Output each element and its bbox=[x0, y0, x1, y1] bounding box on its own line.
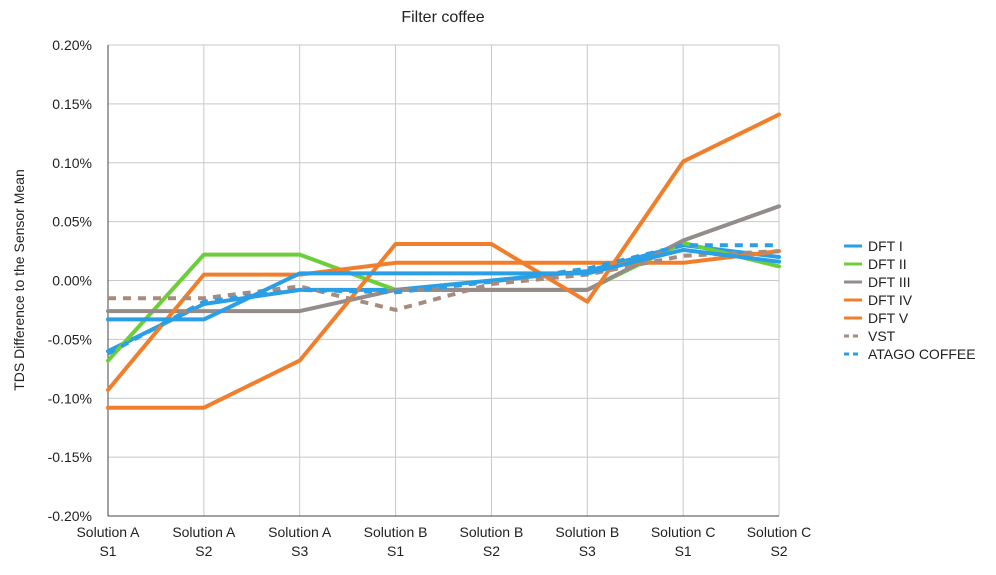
x-tick-labels: Solution A S1 Solution A S2 Solution A S3 Solu… bbox=[76, 524, 811, 559]
y-tick-label: 0.20% bbox=[52, 37, 92, 53]
series-lines bbox=[106, 112, 781, 410]
x-tick-label: S3 bbox=[579, 543, 596, 559]
x-tick-label: Solution C bbox=[747, 524, 812, 540]
legend-entry: DFT I bbox=[868, 238, 903, 254]
x-tick-label: S1 bbox=[675, 543, 692, 559]
x-tick-label: Solution C bbox=[651, 524, 716, 540]
x-tick-label: S2 bbox=[770, 543, 787, 559]
y-axis-label: TDS Difference to the Sensor Mean bbox=[11, 169, 27, 391]
y-tick-label: -0.05% bbox=[48, 331, 92, 347]
series-line-5 bbox=[106, 249, 781, 392]
series-line-6 bbox=[108, 249, 780, 312]
chart-title: Filter coffee bbox=[401, 9, 484, 26]
axes bbox=[107, 45, 779, 517]
x-tick-label: S2 bbox=[483, 543, 500, 559]
x-tick-label: Solution B bbox=[460, 524, 524, 540]
x-tick-label: Solution B bbox=[555, 524, 619, 540]
x-tick-label: Solution A bbox=[172, 524, 236, 540]
x-tick-label: Solution A bbox=[268, 524, 332, 540]
x-tick-label: S1 bbox=[99, 543, 116, 559]
legend-entry: VST bbox=[868, 328, 896, 344]
x-tick-label: S1 bbox=[387, 543, 404, 559]
series-line-4 bbox=[106, 112, 781, 410]
legend: DFT I DFT II DFT III DFT IV DFT V VST ATAGO CO… bbox=[844, 238, 976, 362]
x-tick-label: Solution B bbox=[364, 524, 428, 540]
y-tick-labels: 0.20% 0.15% 0.10% 0.05% 0.00% -0.05% -0.10% -0.… bbox=[48, 37, 92, 524]
x-tick-label: Solution A bbox=[76, 524, 140, 540]
y-tick-label: 0.00% bbox=[52, 273, 92, 289]
y-tick-label: 0.15% bbox=[52, 96, 92, 112]
y-tick-label: -0.20% bbox=[48, 508, 92, 524]
grid bbox=[107, 44, 780, 517]
legend-entry: DFT V bbox=[868, 310, 909, 326]
y-tick-label: -0.15% bbox=[48, 449, 92, 465]
x-tick-label: S2 bbox=[195, 543, 212, 559]
series-line-8 bbox=[106, 247, 781, 322]
legend-entry: ATAGO COFFEE bbox=[868, 346, 976, 362]
y-tick-label: -0.10% bbox=[48, 390, 92, 406]
y-tick-label: 0.05% bbox=[52, 214, 92, 230]
legend-entry: DFT II bbox=[868, 256, 907, 272]
series-line-7 bbox=[107, 243, 779, 356]
x-tick-label: S3 bbox=[291, 543, 308, 559]
legend-entry: DFT III bbox=[868, 274, 911, 290]
legend-entry: DFT IV bbox=[868, 292, 913, 308]
y-tick-label: 0.10% bbox=[52, 155, 92, 171]
